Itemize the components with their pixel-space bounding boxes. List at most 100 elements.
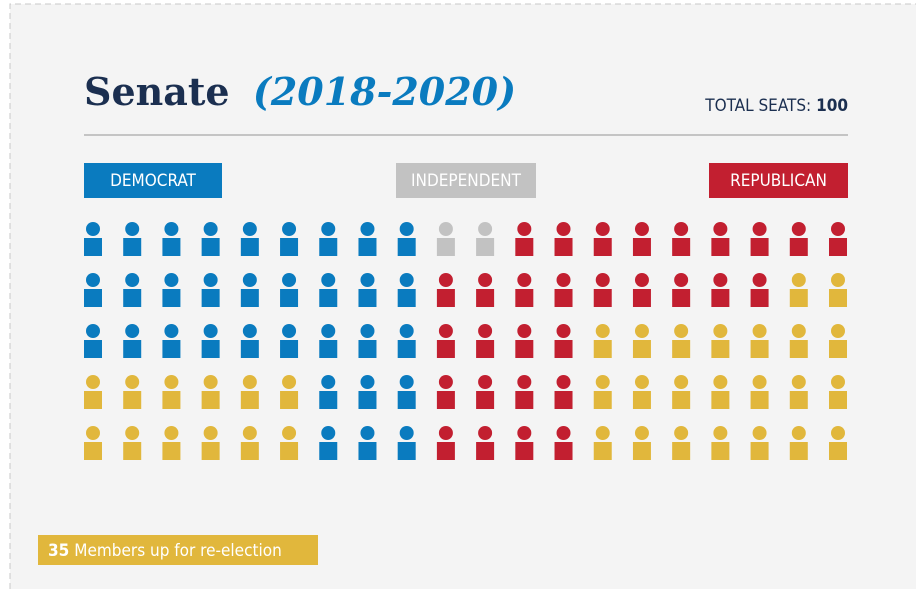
seat-head (634, 273, 649, 287)
chart-title: Senate (84, 69, 230, 114)
seat-body (240, 340, 259, 358)
seat-body (84, 340, 102, 358)
seat-icon (123, 324, 142, 358)
seat-head (399, 426, 414, 440)
seat-icon (750, 222, 769, 256)
seat-icon (84, 273, 102, 307)
seat-head (752, 324, 767, 338)
seat-head (203, 273, 218, 287)
seat-body (319, 442, 338, 460)
seat-body (397, 442, 416, 460)
total-line: TOTAL SEATS: 100 (704, 96, 848, 116)
seat-head (399, 273, 414, 287)
seat-body (829, 238, 847, 256)
seat-body (358, 442, 377, 460)
seat-icon (240, 324, 259, 358)
seat-icon (201, 324, 220, 358)
seat-head (86, 375, 100, 389)
seat-body (750, 289, 769, 307)
legend-label: INDEPENDENT (411, 171, 522, 191)
seat-head (831, 324, 845, 338)
footnote-box (38, 535, 318, 565)
seat-icon (319, 273, 338, 307)
seat-icon (829, 324, 847, 358)
seat-head (556, 273, 571, 287)
seat-body (672, 238, 691, 256)
seat-body (436, 238, 455, 256)
seat-body (593, 289, 612, 307)
seat-body (397, 340, 416, 358)
seat-head (438, 375, 453, 389)
seat-body (319, 391, 338, 409)
seat-head (713, 222, 728, 236)
seat-icon (84, 426, 102, 460)
seat-head (634, 375, 649, 389)
seat-body (750, 340, 769, 358)
seat-icon (240, 375, 259, 409)
seat-head (831, 222, 845, 236)
seat-body (476, 289, 495, 307)
seat-body (162, 391, 181, 409)
seat-head (634, 324, 649, 338)
seat-icon (358, 222, 377, 256)
seat-body (593, 238, 612, 256)
seat-head (752, 222, 767, 236)
seat-body (201, 238, 220, 256)
seat-icon (436, 324, 455, 358)
seat-body (201, 442, 220, 460)
seat-icon (123, 426, 142, 460)
seat-head (438, 324, 453, 338)
seat-head (399, 375, 414, 389)
seat-head (478, 426, 493, 440)
seat-icon (632, 222, 651, 256)
seat-body (632, 289, 651, 307)
seat-icon (711, 324, 730, 358)
seat-head (125, 273, 140, 287)
seat-head (595, 273, 610, 287)
seat-body (84, 442, 102, 460)
panel-border (9, 3, 916, 589)
seat-head (360, 273, 375, 287)
legend-label: REPUBLICAN (730, 171, 827, 191)
seat-icon (240, 222, 259, 256)
seat-head (242, 426, 257, 440)
seat-body (789, 391, 808, 409)
seat-body (397, 238, 416, 256)
seat-icon (672, 375, 691, 409)
seat-head (752, 273, 767, 287)
seat-icon (397, 324, 416, 358)
seat-body (632, 391, 651, 409)
seat-body (162, 340, 181, 358)
seat-body (829, 289, 847, 307)
seat-head (282, 273, 297, 287)
seat-body (632, 238, 651, 256)
seat-icon (436, 375, 455, 409)
seat-icon (829, 273, 847, 307)
seat-icon (750, 375, 769, 409)
seat-head (125, 375, 140, 389)
seat-body (593, 391, 612, 409)
seat-icon (632, 273, 651, 307)
seat-head (752, 375, 767, 389)
seat-icon (711, 222, 730, 256)
seat-body (319, 289, 338, 307)
seat-head (478, 273, 493, 287)
seat-icon (554, 324, 573, 358)
seat-icon (711, 375, 730, 409)
seat-body (750, 442, 769, 460)
footnote-text: 35 Members up for re-election (48, 541, 282, 561)
seat-head (399, 324, 414, 338)
seat-icon (829, 426, 847, 460)
seat-body (280, 238, 299, 256)
seat-icon (476, 273, 495, 307)
seat-body (476, 391, 495, 409)
seat-head (478, 375, 493, 389)
seat-icon (632, 426, 651, 460)
seat-body (476, 340, 495, 358)
seat-icon (123, 222, 142, 256)
seat-head (674, 426, 689, 440)
seat-head (674, 222, 689, 236)
seat-body (240, 289, 259, 307)
seat-head (282, 375, 297, 389)
seat-icon (123, 273, 142, 307)
